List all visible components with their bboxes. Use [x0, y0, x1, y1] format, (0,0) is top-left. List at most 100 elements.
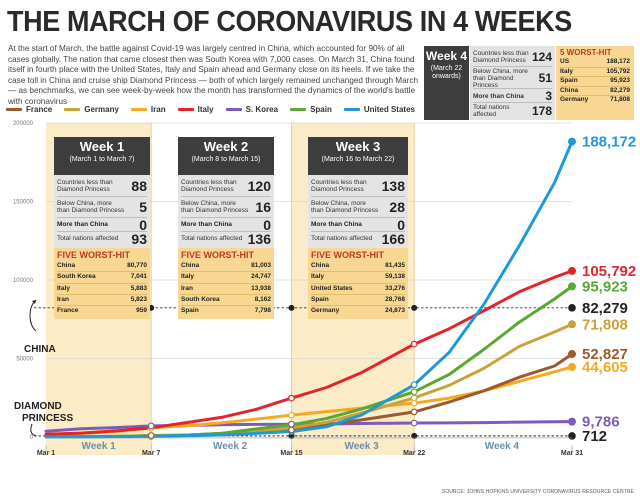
week1-header: Week 1 (March 1 to March 7) — [54, 137, 150, 175]
series-line-italy — [44, 269, 574, 436]
china-label: CHINA — [24, 344, 56, 355]
country-name: Germany — [311, 307, 340, 315]
x-tick-label: Mar 31 — [561, 450, 583, 457]
worst-hit-row: Italy 5,883 — [57, 284, 147, 295]
legend-item-france: France — [6, 103, 52, 115]
country-name: Italy — [181, 273, 195, 281]
legend-label: United States — [363, 104, 415, 114]
week3-title: Week 3 — [335, 139, 381, 154]
y-tick-label: 150000 — [13, 200, 34, 206]
stat-row: More than China 0 — [311, 216, 405, 233]
country-name: South Korea — [57, 273, 96, 281]
legend-label: Italy — [197, 104, 214, 114]
case-count: 5,823 — [130, 295, 147, 303]
week-label: Week 2 — [213, 441, 248, 452]
country-name: South Korea — [181, 295, 220, 303]
week4-worst-hit: 5 WORST-HIT US 188,172 Italy 105,792 Spain… — [556, 46, 634, 120]
worst-hit-row: South Korea 7,041 — [57, 272, 147, 284]
reference-end-label: 82,279 — [582, 300, 628, 317]
legend-item-spain: Spain — [290, 103, 332, 115]
worst-hit-row: China 81,003 — [181, 261, 271, 273]
page-title: THE MARCH OF CORONAVIRUS IN 4 WEEKS — [7, 6, 572, 38]
week4-tag: Week 4 (March 22 onwards) — [424, 46, 469, 120]
diamond-princess-arrow — [30, 423, 37, 437]
stat-label: Below China, more than Diamond Princess — [57, 199, 125, 215]
legend-label: Iran — [150, 104, 166, 114]
legend-swatch — [343, 107, 360, 111]
week2-worst-hit: FIVE WORST-HIT China 81,003 Italy 24,747 I… — [178, 248, 274, 320]
stat-value: 88 — [131, 178, 147, 194]
week3-stats: Countries less than Diamond Princess 138 … — [308, 175, 408, 248]
reference-marker — [288, 304, 295, 311]
worst-hit-row: Germany 24,873 — [311, 306, 405, 316]
stat-value: 0 — [139, 216, 147, 233]
week4-range: (March 22 onwards) — [430, 65, 463, 80]
country-name: Italy — [57, 284, 71, 292]
case-count: 5,883 — [130, 284, 147, 292]
series-end-dot-france — [568, 350, 576, 359]
series-end-label-france: 52,827 — [582, 346, 628, 363]
series-marker-france — [410, 408, 418, 416]
series-marker-iran — [410, 399, 418, 407]
series-marker-skorea — [410, 419, 418, 427]
stat-value: 166 — [381, 231, 405, 247]
case-count: 24,873 — [385, 307, 405, 315]
stat-label: More than China — [181, 220, 232, 228]
week2-stats: Countries less than Diamond Princess 120 … — [178, 175, 274, 248]
series-marker-iran — [288, 411, 295, 419]
series-markers — [147, 137, 576, 440]
series-end-label-germany: 71,808 — [582, 316, 628, 333]
case-count: 81,435 — [385, 262, 405, 269]
stat-label: Below China, more than Diamond Princess — [473, 67, 528, 89]
stat-label: Below China, more than Diamond Princess — [311, 199, 379, 215]
stat-row: Countries less than Diamond Princess 88 — [57, 176, 147, 197]
stat-row: Total nations affected 136 — [181, 231, 271, 247]
case-count: 82,279 — [610, 86, 630, 94]
worst-hit-row: Spain 28,768 — [311, 295, 405, 307]
week1-worst-hit: FIVE WORST-HIT China 80,770 South Korea 7,… — [54, 248, 150, 320]
case-count: 24,747 — [251, 273, 271, 281]
stat-label: Countries less than Diamond Princess — [473, 50, 529, 64]
stat-row: Below China, more than Diamond Princess 1… — [181, 197, 271, 218]
stat-value: 0 — [263, 216, 271, 233]
week3-worst-hit: FIVE WORST-HIT China 81,435 Italy 59,138 U… — [308, 248, 408, 320]
stat-label: More than China — [57, 220, 108, 228]
series-marker-italy — [288, 394, 295, 402]
series-end-label-italy: 105,792 — [582, 263, 636, 280]
stat-value: 51 — [538, 71, 552, 85]
stat-value: 5 — [139, 199, 147, 215]
stat-label: Countries less than Diamond Princess — [181, 178, 237, 194]
stat-label: Total nations affected — [181, 235, 243, 243]
week4-stat-row: Below China, more than Diamond Princess … — [473, 68, 552, 89]
country-name: US — [560, 58, 570, 65]
stat-value: 120 — [247, 178, 271, 194]
country-name: Italy — [560, 67, 574, 75]
series-line-us — [44, 140, 574, 439]
legend-swatch — [225, 107, 242, 111]
stat-row: Countries less than Diamond Princess 120 — [181, 176, 271, 197]
source-note: SOURCE: JOHNS HOPKINS UNIVERSITY CORONAV… — [441, 489, 634, 495]
legend-label: France — [26, 104, 53, 114]
week4-stat-row: Total nations affected 178 — [473, 104, 552, 118]
case-count: 71,808 — [610, 96, 630, 104]
series-end-dot-germany — [568, 320, 576, 329]
stat-label: More than China — [473, 92, 524, 100]
week-label: Week 3 — [344, 441, 379, 452]
legend-swatch — [6, 107, 22, 111]
stat-label: Below China, more than Diamond Princess — [181, 199, 249, 215]
case-count: 81,003 — [251, 262, 271, 269]
stat-value: 124 — [531, 50, 552, 64]
stat-value: 0 — [397, 216, 405, 233]
country-name: Spain — [181, 307, 199, 315]
worst-hit-heading: FIVE WORST-HIT — [57, 250, 130, 260]
country-name: United States — [311, 284, 353, 292]
week1-stats: Countries less than Diamond Princess 88 B… — [54, 175, 150, 248]
case-count: 59,138 — [385, 273, 405, 281]
series-marker-skorea — [288, 420, 295, 428]
stat-row: Total nations affected 166 — [311, 231, 405, 247]
series-marker-france — [288, 426, 295, 434]
country-name: China — [560, 86, 579, 94]
x-tick-label: Mar 7 — [142, 450, 160, 457]
stat-label: Total nations affected — [57, 235, 119, 243]
